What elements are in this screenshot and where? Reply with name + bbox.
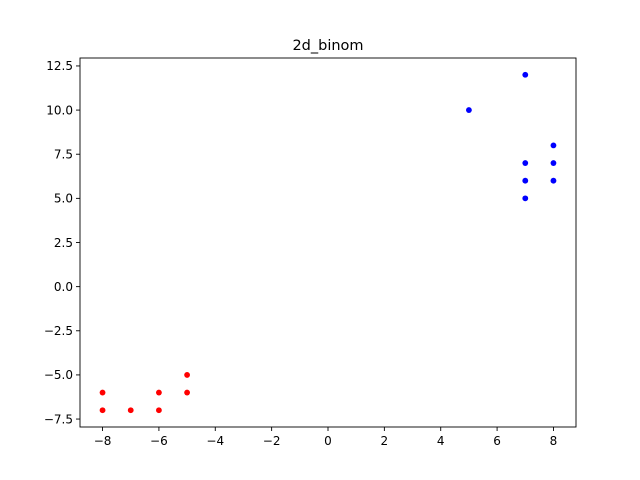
y-tick-label: 0.0 [54,280,73,294]
y-tick-label: 7.5 [54,148,73,162]
x-tick-label: 6 [493,434,501,448]
x-tick-label: −8 [94,434,112,448]
data-point-series-2 [550,142,557,149]
data-point-series-2 [522,160,529,166]
x-tick-label: −2 [263,434,281,448]
y-tick-label: −5.0 [44,368,73,382]
data-point-series-2 [466,107,472,113]
data-point-series-2 [522,71,529,78]
x-tick-label: 0 [324,434,332,448]
data-point-series-1 [184,372,190,378]
y-tick-label: −2.5 [44,324,73,338]
data-point-series-2 [550,160,557,166]
data-points [99,71,557,414]
data-point-series-1 [184,389,190,396]
plot-frame [79,57,577,428]
x-tick-label: 8 [550,434,558,448]
data-point-series-1 [127,407,134,414]
x-axis: −8 −6 −4 −2 0 2 4 6 8 [94,427,558,448]
data-point-series-1 [99,389,106,396]
x-tick-label: −4 [206,434,224,448]
data-point-series-1 [156,407,162,414]
x-tick-label: −6 [150,434,168,448]
y-axis: −7.5 −5.0 −2.5 0.0 2.5 5.0 7.5 10.0 12.5 [44,59,80,426]
y-tick-label: 10.0 [46,103,73,117]
data-point-series-2 [550,177,557,184]
y-tick-label: 5.0 [54,192,73,206]
x-tick-label: 2 [381,434,389,448]
y-tick-label: −7.5 [44,412,73,426]
data-point-series-1 [156,389,162,396]
chart-title: 2d_binom [292,38,363,54]
data-point-series-2 [522,195,529,202]
x-tick-label: 4 [437,434,445,448]
data-point-series-2 [522,177,529,184]
y-tick-label: 12.5 [46,59,73,73]
data-point-series-1 [99,407,106,414]
y-tick-label: 2.5 [54,236,73,250]
